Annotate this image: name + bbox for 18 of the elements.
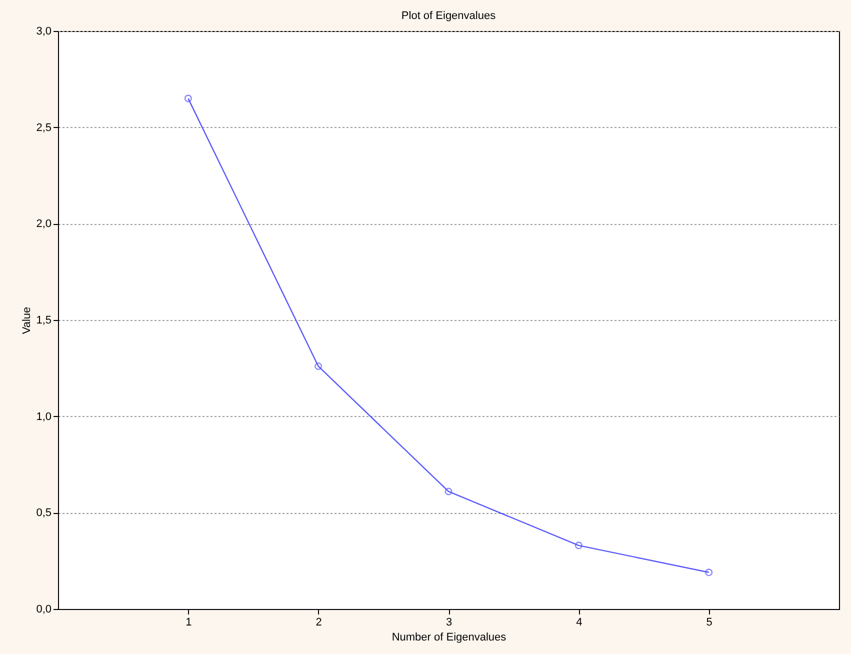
y-axis-title: Value	[21, 306, 34, 334]
y-tick-label: 1,0	[36, 410, 52, 423]
x-tick-label: 5	[706, 616, 712, 628]
point	[314, 362, 322, 370]
chart-title: Plot of Eigenvalues	[401, 10, 496, 22]
x-axis-title: Number of Eigenvalues	[392, 632, 507, 644]
x-tick-label: 3	[446, 616, 452, 628]
y-tick-label: 1,5	[36, 314, 52, 326]
y-tick-label: 0,0	[36, 604, 52, 616]
point	[444, 488, 452, 496]
y-tick-label: 2,0	[36, 218, 52, 230]
y-tick-label: 2,5	[36, 122, 52, 134]
y-tick-label: 3,0	[36, 26, 52, 38]
y-tick-label: 0,5	[36, 507, 52, 520]
x-tick-label: 2	[316, 616, 322, 628]
point	[574, 542, 582, 550]
x-tick-label: 4	[576, 616, 582, 628]
x-tick-label: 1	[186, 616, 192, 628]
